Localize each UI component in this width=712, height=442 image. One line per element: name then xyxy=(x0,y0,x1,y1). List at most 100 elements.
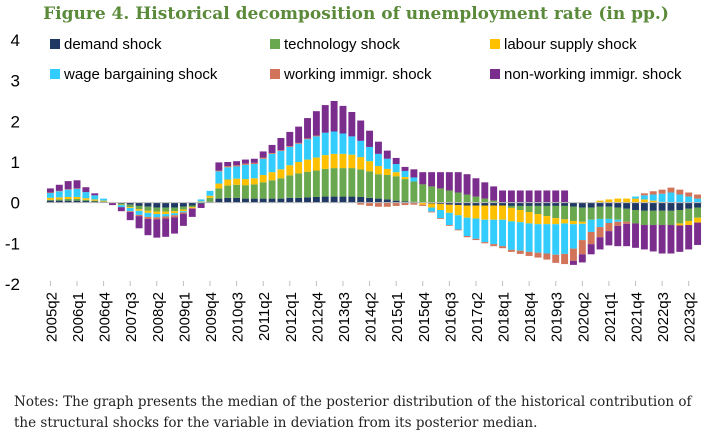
bar-segment xyxy=(596,200,604,203)
bar-segment xyxy=(153,219,161,238)
bar-segment xyxy=(242,159,249,164)
bar-segment xyxy=(525,212,533,224)
x-tick-label: 2017q2 xyxy=(469,292,486,342)
bar-segment xyxy=(215,162,223,171)
bar-segment xyxy=(135,216,143,229)
bar-segment xyxy=(242,179,249,186)
bar-segment xyxy=(534,190,542,203)
bar-segment xyxy=(171,202,178,208)
bar-segment xyxy=(188,207,196,208)
bar-segment xyxy=(507,221,515,250)
bar-segment xyxy=(534,214,542,225)
bar-segment xyxy=(658,225,666,254)
bar-segment xyxy=(55,184,63,191)
y-tick-label: -1 xyxy=(5,234,20,253)
bar-segment xyxy=(171,211,178,214)
bar-segment xyxy=(179,212,187,214)
bar-segment xyxy=(153,217,161,220)
bar-segment xyxy=(614,198,622,203)
bar-segment xyxy=(552,190,560,203)
bar-segment xyxy=(694,202,702,208)
bar-segment xyxy=(570,220,577,225)
bar-segment xyxy=(676,223,684,226)
bar-segment xyxy=(64,199,72,201)
bar-segment xyxy=(543,202,551,206)
bar-segment xyxy=(490,205,498,220)
y-tick-label: 2 xyxy=(11,112,20,131)
bar-segment xyxy=(543,190,551,203)
bar-segment xyxy=(596,202,604,207)
bar-segment xyxy=(392,164,400,173)
bar-segment xyxy=(481,182,489,199)
y-tick-label: -2 xyxy=(5,275,20,294)
bar-segment xyxy=(206,197,214,202)
bar-segment xyxy=(374,198,382,203)
bar-segment xyxy=(570,206,577,221)
bar-segment xyxy=(135,210,143,215)
bar-segment xyxy=(605,231,613,246)
bar-segment xyxy=(490,200,498,203)
bar-segment xyxy=(383,158,391,169)
bar-segment xyxy=(46,197,54,200)
bar-segment xyxy=(543,224,551,254)
bar-segment xyxy=(419,202,427,205)
bar-segment xyxy=(578,221,586,224)
bar-segment xyxy=(348,136,356,155)
bar-segment xyxy=(135,202,143,206)
bar-segment xyxy=(330,131,338,154)
bar-segment xyxy=(162,211,170,215)
bar-segment xyxy=(605,202,613,207)
bar-segment xyxy=(685,196,693,203)
bar-segment xyxy=(383,168,391,176)
bar-segment xyxy=(383,199,391,203)
bar-segment xyxy=(64,181,72,190)
bar-segment xyxy=(91,201,99,203)
bar-segment xyxy=(224,166,232,168)
bar-segment xyxy=(596,206,604,219)
bar-segment xyxy=(135,209,143,211)
bar-segment xyxy=(570,202,577,207)
bar-segment xyxy=(392,172,400,177)
x-tick-label: 2012q1 xyxy=(283,292,300,342)
bar-segment xyxy=(277,151,285,170)
bar-segment xyxy=(348,154,356,169)
bar-segment xyxy=(623,208,631,222)
y-tick-label: 1 xyxy=(11,153,20,172)
bar-segment xyxy=(286,165,294,176)
bar-segment xyxy=(233,197,241,203)
bar-segment xyxy=(144,202,152,207)
bar-segment xyxy=(171,213,178,216)
bar-segment xyxy=(330,101,338,132)
bar-segment xyxy=(321,132,329,156)
bar-segment xyxy=(46,200,54,203)
x-axis: 2005q2 2006q1 2006q4 2007q3 2008q2 2009q1 2009… xyxy=(43,281,699,342)
bar-segment xyxy=(153,207,161,212)
bar-segment xyxy=(348,196,356,203)
bar-segment xyxy=(516,205,524,210)
bar-segment xyxy=(100,198,108,201)
bar-segment xyxy=(357,140,365,158)
bar-segment xyxy=(242,198,249,203)
bar-segment xyxy=(233,165,241,167)
bar-segment xyxy=(357,120,365,141)
bar-segment xyxy=(215,198,223,203)
bar-segment xyxy=(383,175,391,200)
bar-segment xyxy=(339,153,347,169)
bar-segment xyxy=(454,202,462,206)
bar-segment xyxy=(472,178,480,197)
bar-segment xyxy=(685,208,693,221)
x-tick-label: 2005q2 xyxy=(43,292,60,342)
x-tick-label: 2019q3 xyxy=(549,292,566,342)
bar-segment xyxy=(454,205,462,216)
bar-segment xyxy=(117,203,125,205)
bar-segment xyxy=(82,199,90,202)
bar-segment xyxy=(277,169,285,179)
bar-segment xyxy=(472,202,480,206)
bar-segment xyxy=(321,168,329,197)
bar-segment xyxy=(419,172,427,185)
bar-segment xyxy=(578,207,586,222)
bar-segment xyxy=(667,225,675,254)
bar-segment xyxy=(188,202,196,206)
bar-segment xyxy=(472,205,480,219)
bar-segment xyxy=(410,169,418,178)
